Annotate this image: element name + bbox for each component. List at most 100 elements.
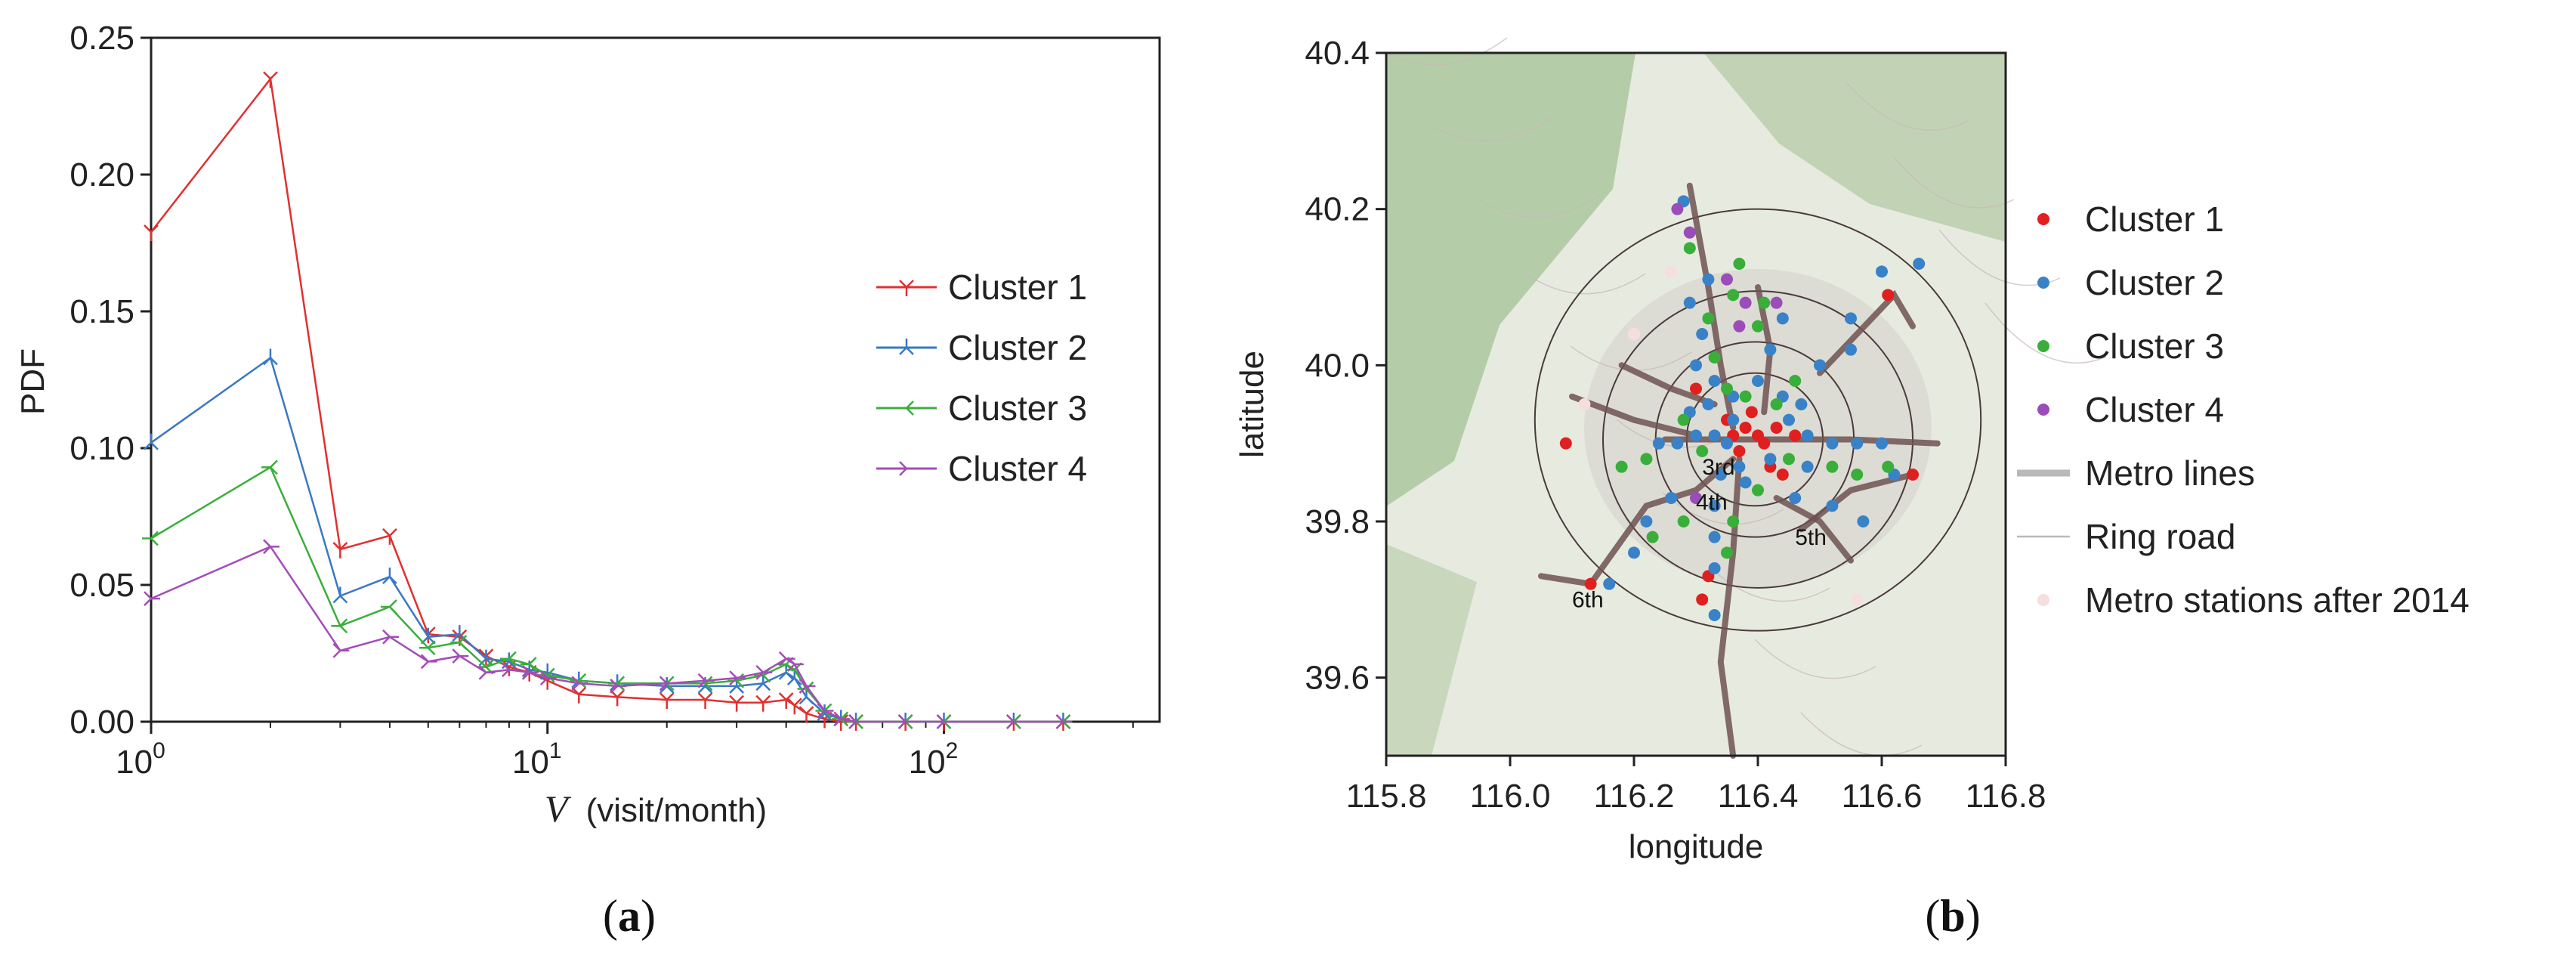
marker-stroke bbox=[786, 664, 795, 672]
marker-stroke bbox=[943, 721, 952, 729]
legend-label-b: Cluster 1 bbox=[2085, 200, 2224, 239]
marker-stroke bbox=[659, 692, 668, 701]
plot-area-a bbox=[150, 36, 1161, 723]
series-marker bbox=[659, 692, 675, 710]
marker-stroke bbox=[270, 459, 278, 469]
station-cluster-2 bbox=[1708, 562, 1721, 574]
legend-label-b: Cluster 2 bbox=[2085, 263, 2224, 302]
series-marker bbox=[539, 670, 557, 685]
x-axis-var-a: V bbox=[545, 787, 572, 830]
marker-stroke bbox=[546, 667, 555, 676]
marker-stroke bbox=[270, 357, 278, 366]
marker-stroke bbox=[736, 679, 745, 688]
marker-stroke bbox=[420, 660, 429, 670]
marker-stroke bbox=[263, 539, 271, 548]
station-cluster-3 bbox=[1640, 453, 1653, 466]
marker-stroke bbox=[478, 648, 487, 657]
legend-dot bbox=[2037, 340, 2049, 352]
marker-stroke bbox=[659, 682, 668, 691]
station-cluster-2 bbox=[1721, 437, 1733, 450]
series-marker bbox=[786, 657, 804, 672]
marker-stroke bbox=[144, 224, 152, 233]
series-marker bbox=[502, 662, 518, 678]
marker-stroke bbox=[906, 280, 914, 288]
series-marker bbox=[697, 692, 713, 710]
marker-stroke bbox=[729, 695, 738, 704]
marker-stroke bbox=[332, 542, 341, 550]
station-cluster-1 bbox=[1776, 469, 1789, 481]
marker-stroke bbox=[528, 657, 537, 665]
marker-stroke bbox=[150, 537, 159, 546]
ring-road bbox=[1534, 208, 1982, 632]
legend-label-a: Cluster 4 bbox=[948, 449, 1087, 488]
station-cluster-2 bbox=[1708, 531, 1721, 543]
station-cluster-4 bbox=[1690, 492, 1702, 504]
series-marker bbox=[452, 625, 468, 642]
y-tick-label-a: 0.15 bbox=[69, 293, 134, 330]
station-cluster-3 bbox=[1770, 398, 1783, 410]
station-cluster-3 bbox=[1752, 484, 1764, 497]
marker-stroke bbox=[897, 714, 907, 722]
series-marker bbox=[452, 648, 469, 664]
metro-line bbox=[1569, 393, 1699, 439]
station-cluster-2 bbox=[1671, 437, 1684, 450]
station-cluster-2 bbox=[1845, 343, 1857, 356]
station-cluster-4 bbox=[1770, 296, 1783, 309]
station-cluster-3 bbox=[1783, 453, 1795, 466]
marker-stroke bbox=[778, 671, 787, 680]
marker-stroke bbox=[817, 710, 826, 719]
station-metro-stations-after-2014 bbox=[1578, 398, 1591, 410]
marker-stroke bbox=[704, 685, 713, 694]
ring-label: 6th bbox=[1572, 588, 1604, 613]
station-cluster-4 bbox=[1739, 296, 1752, 309]
marker-stroke bbox=[899, 347, 907, 355]
marker-stroke bbox=[906, 407, 914, 416]
marker-stroke bbox=[144, 441, 152, 450]
marker-stroke bbox=[786, 677, 795, 685]
basemap-road bbox=[1754, 639, 1876, 679]
panel-label-a: (a) bbox=[603, 891, 656, 941]
series-marker bbox=[144, 224, 159, 242]
basemap-road bbox=[1524, 272, 1646, 295]
marker-stroke bbox=[427, 640, 436, 649]
marker-stroke bbox=[899, 280, 907, 288]
marker-stroke bbox=[1006, 714, 1015, 722]
station-cluster-3 bbox=[1882, 460, 1895, 473]
station-points bbox=[1559, 195, 1926, 621]
legend-label-b: Metro lines bbox=[2085, 453, 2255, 493]
station-cluster-3 bbox=[1727, 515, 1740, 527]
y-tick-label-b: 40.4 bbox=[1305, 35, 1370, 72]
marker-stroke bbox=[478, 664, 487, 673]
station-cluster-2 bbox=[1876, 437, 1888, 450]
series-marker bbox=[380, 599, 397, 614]
station-cluster-2 bbox=[1603, 577, 1616, 590]
marker-stroke bbox=[793, 677, 802, 685]
marker-stroke bbox=[762, 674, 771, 683]
marker-stroke bbox=[666, 692, 675, 701]
series-marker bbox=[897, 401, 914, 416]
station-cluster-4 bbox=[1671, 203, 1684, 215]
station-metro-stations-after-2014 bbox=[1628, 328, 1640, 340]
marker-stroke bbox=[755, 695, 764, 704]
marker-stroke bbox=[389, 606, 397, 614]
marker-stroke bbox=[936, 721, 945, 729]
station-cluster-2 bbox=[1764, 343, 1777, 356]
station-cluster-3 bbox=[1696, 445, 1709, 457]
marker-stroke bbox=[427, 626, 436, 636]
ring-label: 5th bbox=[1795, 525, 1827, 550]
marker-stroke bbox=[389, 576, 397, 585]
legend-label-b: Cluster 4 bbox=[2085, 390, 2224, 429]
marker-stroke bbox=[785, 671, 794, 680]
station-cluster-2 bbox=[1702, 273, 1715, 286]
marker-stroke bbox=[610, 685, 619, 694]
station-cluster-2 bbox=[1702, 398, 1715, 410]
marker-stroke bbox=[666, 682, 675, 691]
y-tick-label-b: 40.2 bbox=[1305, 191, 1370, 228]
marker-stroke bbox=[855, 721, 863, 729]
station-cluster-3 bbox=[1683, 242, 1696, 255]
station-cluster-3 bbox=[1733, 258, 1746, 270]
y-tick-label-a: 0.20 bbox=[69, 156, 134, 193]
legend-b: Cluster 1 Cluster 2 Cluster 3 Cluster 4 Metr… bbox=[2017, 200, 2469, 620]
marker-stroke bbox=[704, 692, 713, 701]
